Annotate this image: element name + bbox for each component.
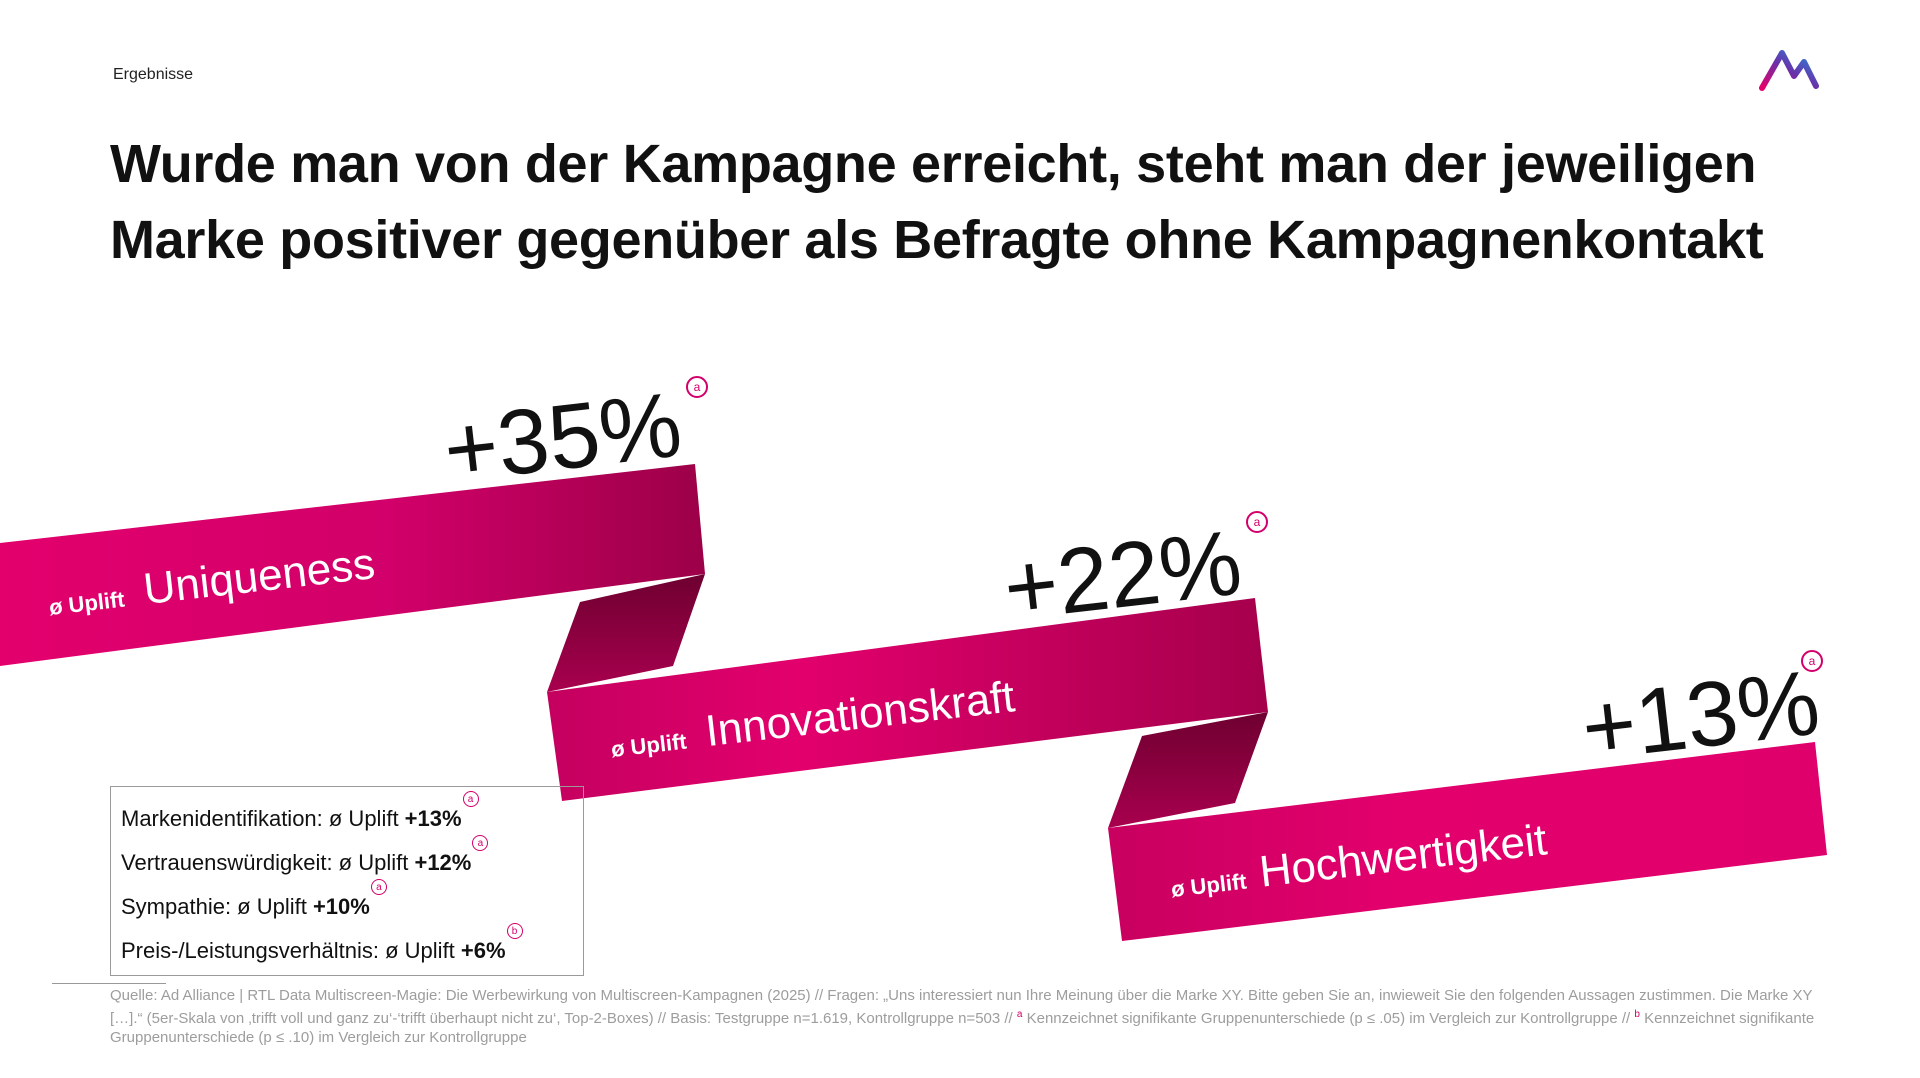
- significance-marker: a: [462, 791, 479, 807]
- page-title: Wurde man von der Kampagne erreicht, ste…: [110, 126, 1830, 278]
- section-label: Ergebnisse: [113, 66, 194, 83]
- ad-alliance-logo-icon: [1759, 50, 1819, 91]
- detail-row-vertrauenswuerdigkeit: Vertrauenswürdigkeit: ø Uplift +12%a: [121, 835, 583, 885]
- title-line-1: Wurde man von der Kampagne erreicht, ste…: [110, 134, 1757, 194]
- uplift-ribbons: ø Uplift Uniqueness +35% a ø Uplift Inno…: [0, 370, 1829, 941]
- ribbon-fold-2: [1108, 712, 1268, 828]
- ribbon-uniqueness: [0, 464, 705, 666]
- detail-box: Markenidentifikation: ø Uplift +13%a Ver…: [110, 786, 584, 976]
- detail-value: +6%: [460, 938, 506, 963]
- source-footnote: Quelle: Ad Alliance | RTL Data Multiscre…: [110, 987, 1815, 1046]
- detail-row-sympathie: Sympathie: ø Uplift +10%a: [121, 879, 583, 929]
- significance-marker-2: a: [1246, 511, 1268, 533]
- detail-label: Vertrauenswürdigkeit: ø Uplift: [121, 850, 415, 875]
- detail-row-markenidentifikation: Markenidentifikation: ø Uplift +13%a: [121, 791, 583, 841]
- footnote-divider: [52, 983, 166, 984]
- detail-label: Sympathie: ø Uplift: [121, 894, 313, 919]
- detail-row-preis-leistung: Preis-/Leistungsverhältnis: ø Uplift +6%…: [121, 923, 583, 973]
- significance-marker: a: [370, 879, 387, 895]
- ribbon-innovationskraft: [547, 598, 1268, 801]
- ribbon-fold-1: [547, 574, 705, 692]
- title-line-2: Marke positiver gegenüber als Befragte o…: [110, 210, 1764, 270]
- svg-text:a: a: [1254, 515, 1261, 529]
- detail-label: Markenidentifikation: ø Uplift: [121, 806, 405, 831]
- significance-marker: a: [472, 835, 489, 851]
- svg-text:a: a: [1809, 654, 1816, 668]
- significance-marker: b: [506, 923, 523, 939]
- detail-value: +10%: [312, 894, 370, 919]
- detail-value: +13%: [404, 806, 462, 831]
- ribbon-hochwertigkeit: [1108, 742, 1827, 941]
- significance-marker-3: a: [1801, 650, 1823, 672]
- detail-label: Preis-/Leistungsverhältnis: ø Uplift: [121, 938, 461, 963]
- significance-marker-1: a: [686, 376, 708, 398]
- svg-text:a: a: [694, 380, 701, 394]
- detail-value: +12%: [414, 850, 472, 875]
